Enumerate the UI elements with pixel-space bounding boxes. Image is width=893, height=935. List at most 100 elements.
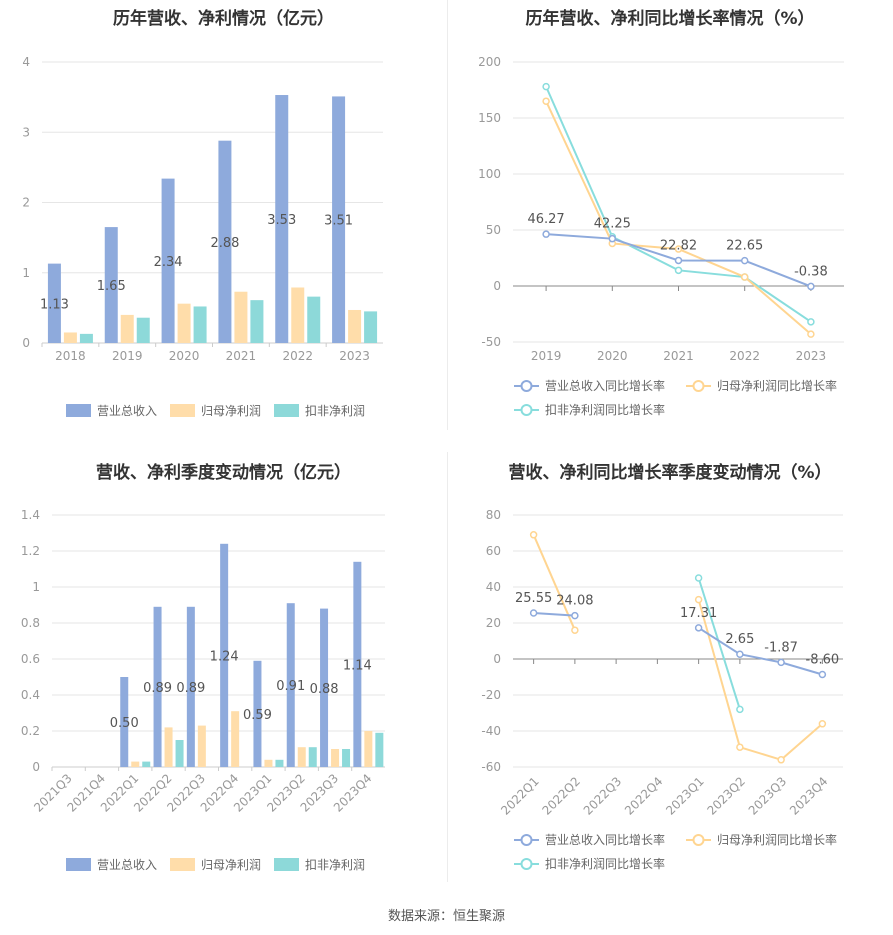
quarterly-growth-chart: 营收、净利同比增长率季度变动情况（%） 80 60 40 20 0 -20 -40 -60 20… bbox=[447, 452, 893, 882]
chart-title: 营收、净利同比增长率季度变动情况（%） bbox=[508, 463, 832, 483]
annual-growth-plot: 200 150 100 50 0 -50 2019 2020 2021 2022 2023 46.27… bbox=[478, 55, 844, 417]
data-point bbox=[674, 245, 683, 253]
data-label: 46.27 bbox=[527, 212, 564, 227]
data-label: 3.53 bbox=[267, 213, 296, 228]
bar bbox=[47, 263, 61, 343]
data-point bbox=[542, 97, 550, 105]
bar bbox=[307, 296, 321, 343]
data-point bbox=[542, 230, 550, 238]
annual-amounts-chart: 历年营收、净利情况（亿元） 0 1 2 3 4 1.13 2018 1.65 2019 2.34 2… bbox=[0, 0, 447, 430]
bar bbox=[120, 314, 134, 343]
legend-label: 营业总收入同比增长率 bbox=[545, 378, 665, 393]
legend-marker bbox=[520, 834, 533, 846]
annual-amounts-plot: 0 1 2 3 4 1.13 2018 1.65 2019 2.34 2020 2.88 2021 3.5… bbox=[22, 55, 383, 418]
chart-title: 历年营收、净利同比增长率情况（%） bbox=[525, 9, 815, 29]
legend-marker bbox=[692, 834, 705, 846]
data-point bbox=[807, 282, 815, 291]
data-label: 24.08 bbox=[556, 594, 593, 609]
bar bbox=[120, 677, 129, 767]
y-tick-label: 150 bbox=[478, 111, 501, 125]
y-tick-label: 40 bbox=[486, 580, 501, 594]
y-tick-label: 0.6 bbox=[21, 652, 40, 666]
data-point bbox=[608, 234, 617, 243]
x-tick-label: 2022 bbox=[729, 349, 760, 363]
bar bbox=[104, 227, 118, 343]
legend-swatch bbox=[170, 858, 195, 871]
data-point bbox=[571, 611, 579, 620]
bar bbox=[375, 732, 384, 767]
bar bbox=[275, 759, 284, 767]
x-tick-label: 2019 bbox=[112, 349, 143, 363]
bar bbox=[136, 317, 150, 343]
legend-swatch bbox=[170, 404, 195, 417]
bar bbox=[186, 606, 195, 767]
bar bbox=[253, 660, 262, 767]
bar bbox=[264, 759, 273, 767]
y-tick-label: 1.4 bbox=[21, 508, 40, 522]
bar bbox=[218, 140, 232, 343]
y-tick-label: 0 bbox=[32, 760, 40, 774]
series-line bbox=[533, 612, 575, 617]
data-point bbox=[740, 273, 749, 281]
data-point bbox=[674, 256, 683, 265]
data-label: 1.24 bbox=[210, 649, 239, 664]
bar bbox=[197, 725, 206, 767]
series-line bbox=[697, 599, 824, 761]
bar bbox=[332, 96, 346, 343]
quarterly-amounts-plot: 00.20.40.60.811.21.42021Q32021Q40.502022… bbox=[21, 508, 385, 872]
data-label: 3.51 bbox=[324, 214, 353, 229]
data-point bbox=[736, 650, 744, 658]
data-point bbox=[736, 743, 744, 751]
legend-label: 归母净利润同比增长率 bbox=[717, 378, 837, 393]
bar bbox=[177, 303, 191, 343]
data-label: -8.60 bbox=[806, 652, 840, 667]
bar bbox=[231, 711, 240, 767]
x-tick-label: 2022 bbox=[282, 349, 313, 363]
data-point bbox=[529, 609, 538, 617]
legend-label: 营业总收入 bbox=[97, 858, 157, 872]
data-point bbox=[740, 256, 749, 265]
bar bbox=[364, 731, 373, 767]
x-tick-label: 2019 bbox=[531, 349, 562, 363]
legend-label: 营业总收入同比增长率 bbox=[545, 832, 665, 847]
data-label: 1.13 bbox=[40, 297, 69, 312]
legend-swatch bbox=[274, 404, 299, 417]
y-tick-label: 0 bbox=[493, 279, 501, 293]
bar bbox=[220, 543, 229, 767]
y-tick-label: 200 bbox=[478, 55, 501, 69]
divider-bottom bbox=[447, 452, 448, 882]
data-label: 2.88 bbox=[210, 236, 239, 251]
quarterly-amounts-chart: 营收、净利季度变动情况（亿元） 0 0.2 0.4 0.6 0.8 1 1.2 1.4 2021… bbox=[0, 452, 447, 882]
data-point bbox=[694, 595, 703, 604]
data-point bbox=[777, 756, 785, 764]
data-point bbox=[674, 266, 683, 275]
bar bbox=[161, 178, 175, 343]
bar bbox=[234, 291, 248, 343]
legend-label: 扣非净利润同比增长率 bbox=[545, 856, 665, 871]
legend-label: 扣非净利润 bbox=[305, 858, 365, 872]
data-point bbox=[807, 330, 815, 338]
bar bbox=[308, 747, 317, 767]
legend-swatch bbox=[274, 858, 299, 871]
bar bbox=[297, 747, 306, 767]
data-label: 0.89 bbox=[176, 681, 205, 696]
data-label: -1.87 bbox=[764, 640, 798, 655]
annual-growth-chart: 历年营收、净利同比增长率情况（%） 200 150 100 50 0 -50 2019 202… bbox=[447, 0, 893, 430]
bar bbox=[63, 332, 77, 343]
quarterly-growth-plot: 80 60 40 20 0 -20 -40 -602022Q12022Q22022Q32022… bbox=[481, 508, 843, 871]
divider-top bbox=[447, 0, 448, 430]
bar bbox=[250, 300, 264, 343]
legend-label: 营业总收入 bbox=[97, 404, 157, 418]
y-tick-label: 1 bbox=[32, 580, 40, 594]
legend-label: 扣非净利润同比增长率 bbox=[545, 402, 665, 417]
data-point bbox=[818, 720, 827, 728]
bar bbox=[142, 761, 151, 767]
y-tick-label: -50 bbox=[481, 335, 501, 349]
bar bbox=[320, 608, 329, 767]
data-label: 17.31 bbox=[680, 606, 717, 621]
legend-marker bbox=[520, 380, 533, 392]
data-label: 2.34 bbox=[154, 255, 183, 270]
legend-label: 归母净利润 bbox=[201, 858, 261, 872]
y-tick-label: -40 bbox=[481, 724, 501, 738]
series-line bbox=[697, 577, 741, 710]
